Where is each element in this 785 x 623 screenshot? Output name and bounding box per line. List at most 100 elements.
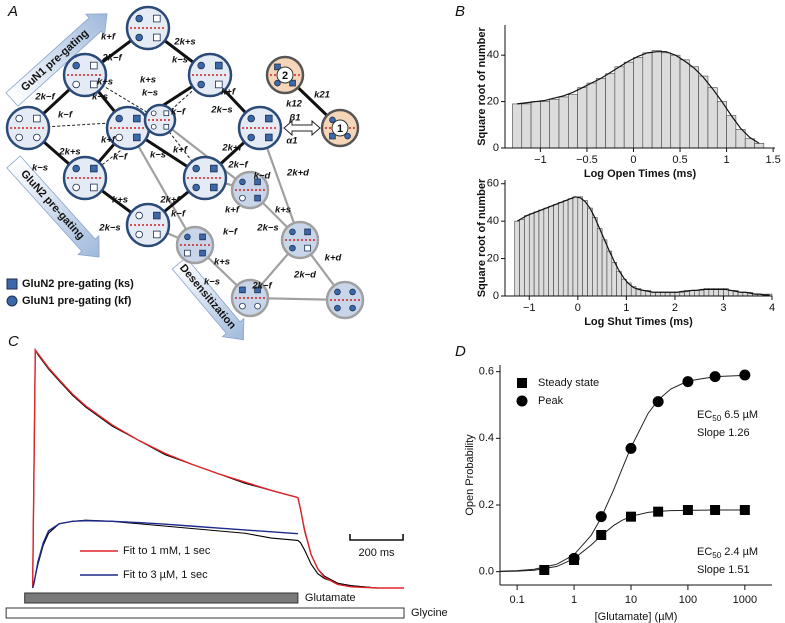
bar — [633, 57, 644, 149]
point — [653, 506, 664, 517]
subunit — [199, 249, 206, 257]
bar — [605, 73, 616, 149]
point — [739, 369, 751, 381]
state-label: 1 — [337, 123, 343, 135]
annotation-part: EC — [697, 546, 712, 558]
subunit — [334, 288, 341, 296]
point — [682, 505, 693, 515]
panel-label: C — [8, 333, 19, 350]
subunit — [115, 114, 123, 123]
subunit — [192, 164, 200, 173]
subunit — [289, 79, 296, 87]
subunit — [192, 183, 200, 192]
bar — [689, 66, 699, 149]
subunit — [150, 123, 157, 130]
bar — [611, 262, 617, 297]
rate-label: 2k−f — [101, 53, 122, 64]
y-tick-label: 20 — [487, 95, 499, 107]
rate-label: 2k−f — [227, 160, 248, 171]
point — [682, 376, 694, 388]
subunit — [247, 133, 255, 142]
subunit — [133, 114, 141, 123]
rate-label: 2k+f — [159, 195, 180, 206]
subunit — [265, 133, 273, 142]
rate-label: k−f — [223, 227, 238, 238]
subunit — [274, 63, 281, 71]
bar — [538, 209, 545, 297]
panel-label: B — [455, 3, 465, 20]
x-axis-label: Log Open Times (ms) — [584, 168, 697, 180]
subunit — [254, 302, 261, 310]
subunit — [329, 132, 336, 140]
y-tick-label: 0 — [493, 290, 499, 302]
bar — [572, 196, 579, 297]
subunit — [163, 110, 170, 117]
x-tick-label: 0 — [630, 154, 636, 166]
subunit — [153, 230, 161, 239]
rate-label: k+f — [101, 32, 116, 43]
fit-line — [516, 196, 770, 296]
bar — [698, 75, 709, 149]
rate-label: 2k+d — [286, 168, 309, 179]
x-tick-label: 0 — [575, 302, 581, 314]
rate-label: 2k−f — [34, 92, 55, 103]
subunit — [90, 183, 98, 192]
subunit — [215, 80, 223, 89]
x-tick-label: 0.5 — [672, 154, 687, 166]
subunit — [304, 228, 311, 236]
rate-label: k−s — [204, 277, 220, 288]
rate-label: k+f — [225, 205, 240, 216]
legend-marker — [516, 395, 528, 407]
y-tick-label: 0.0 — [479, 566, 494, 578]
subunit — [344, 132, 351, 140]
rate-label: k−d — [254, 171, 271, 182]
x-tick-label: 100 — [679, 594, 697, 606]
application-bar — [5, 607, 405, 619]
legend-label: Fit to 3 µM, 1 sec — [123, 569, 208, 581]
legend-label: GluN1 pre-gating (kf) — [22, 295, 132, 307]
rate-label: k−s — [142, 88, 158, 99]
subunit — [153, 14, 161, 23]
rate-label: k−f — [113, 152, 128, 163]
subunit — [274, 79, 281, 87]
subunit — [135, 33, 143, 42]
bar — [567, 198, 574, 297]
bar — [670, 54, 681, 149]
point — [709, 371, 721, 383]
trace — [31, 519, 298, 589]
annotation-part: 50 — [712, 551, 721, 560]
bar — [558, 96, 569, 149]
trace — [32, 519, 404, 589]
x-tick-label: 10 — [625, 594, 637, 606]
trace — [31, 347, 404, 589]
subunit — [15, 133, 23, 142]
subunit — [90, 164, 98, 173]
subunit — [349, 288, 356, 296]
point — [652, 396, 664, 408]
y-tick-label: 40 — [487, 49, 499, 61]
annotation-part: 50 — [712, 414, 721, 423]
state-arrow — [283, 119, 321, 137]
subunit — [153, 33, 161, 42]
legend-label: Fit to 1 mM, 1 sec — [123, 545, 211, 557]
subunit — [197, 61, 205, 70]
rate-label: k−f — [171, 209, 186, 220]
bar — [601, 239, 608, 297]
y-axis-label: Square root of number — [476, 27, 488, 146]
bar — [586, 82, 597, 149]
annotation-part: 6.5 µM — [721, 409, 758, 421]
annotation: EC50 6.5 µM — [697, 409, 758, 423]
bar — [562, 200, 569, 297]
subunit — [265, 114, 273, 123]
rate-label: k+s — [140, 75, 156, 86]
subunit — [247, 114, 255, 123]
point — [710, 505, 721, 515]
bar — [514, 220, 520, 297]
legend-label: GluN2 pre-gating (ks) — [22, 278, 134, 290]
rate-label: k12 — [286, 99, 303, 110]
subunit — [135, 14, 143, 23]
bar — [577, 196, 583, 297]
x-tick-label: 1 — [623, 302, 629, 314]
y-tick-label: 0.4 — [479, 432, 494, 444]
